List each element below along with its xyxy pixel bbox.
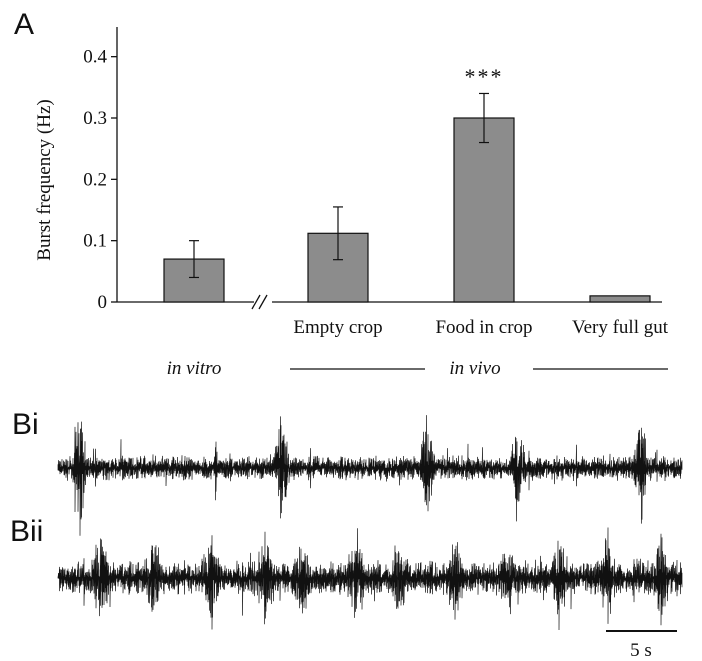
signal-trace (57, 415, 683, 536)
y-tick-label: 0.1 (83, 231, 107, 252)
panel-a-label: A (14, 8, 35, 41)
scale-bar-label: 5 s (630, 640, 652, 661)
axis-break-mark (251, 294, 268, 310)
trace-bi (57, 415, 683, 536)
category-label: Food in crop (435, 317, 532, 338)
y-tick-label: 0.2 (83, 169, 107, 190)
y-tick-label: 0.4 (83, 47, 107, 68)
significance-annotation: *** (465, 64, 504, 89)
bar (307, 232, 369, 303)
panel-bii-label: Bii (10, 515, 44, 548)
y-tick-label: 0 (98, 292, 108, 313)
category-label: Very full gut (572, 317, 669, 338)
group-label-in-vitro: in vitro (167, 358, 222, 379)
trace-bii (57, 527, 683, 631)
group-labels: in vitro in vivo (167, 358, 668, 379)
bar (589, 295, 651, 303)
group-label-in-vivo: in vivo (449, 358, 500, 379)
panel-bi-label: Bi (12, 408, 39, 441)
axis-break-slash (251, 294, 261, 310)
signal-trace (57, 527, 683, 631)
axis-break-slash (258, 294, 268, 310)
y-axis-ticks: 0 0.1 0.2 0.3 0.4 (83, 47, 117, 313)
bar (453, 117, 515, 303)
bars (163, 117, 651, 303)
annotations: *** (465, 64, 504, 89)
category-labels: Empty crop Food in crop Very full gut (293, 317, 668, 338)
error-bars (189, 92, 489, 279)
bar-chart: 0 0.1 0.2 0.3 0.4 Empty crop Food in crop Very… (34, 27, 669, 379)
y-axis-label: Burst frequency (Hz) (34, 99, 55, 260)
category-label: Empty crop (293, 317, 382, 338)
y-tick-label: 0.3 (83, 108, 107, 129)
